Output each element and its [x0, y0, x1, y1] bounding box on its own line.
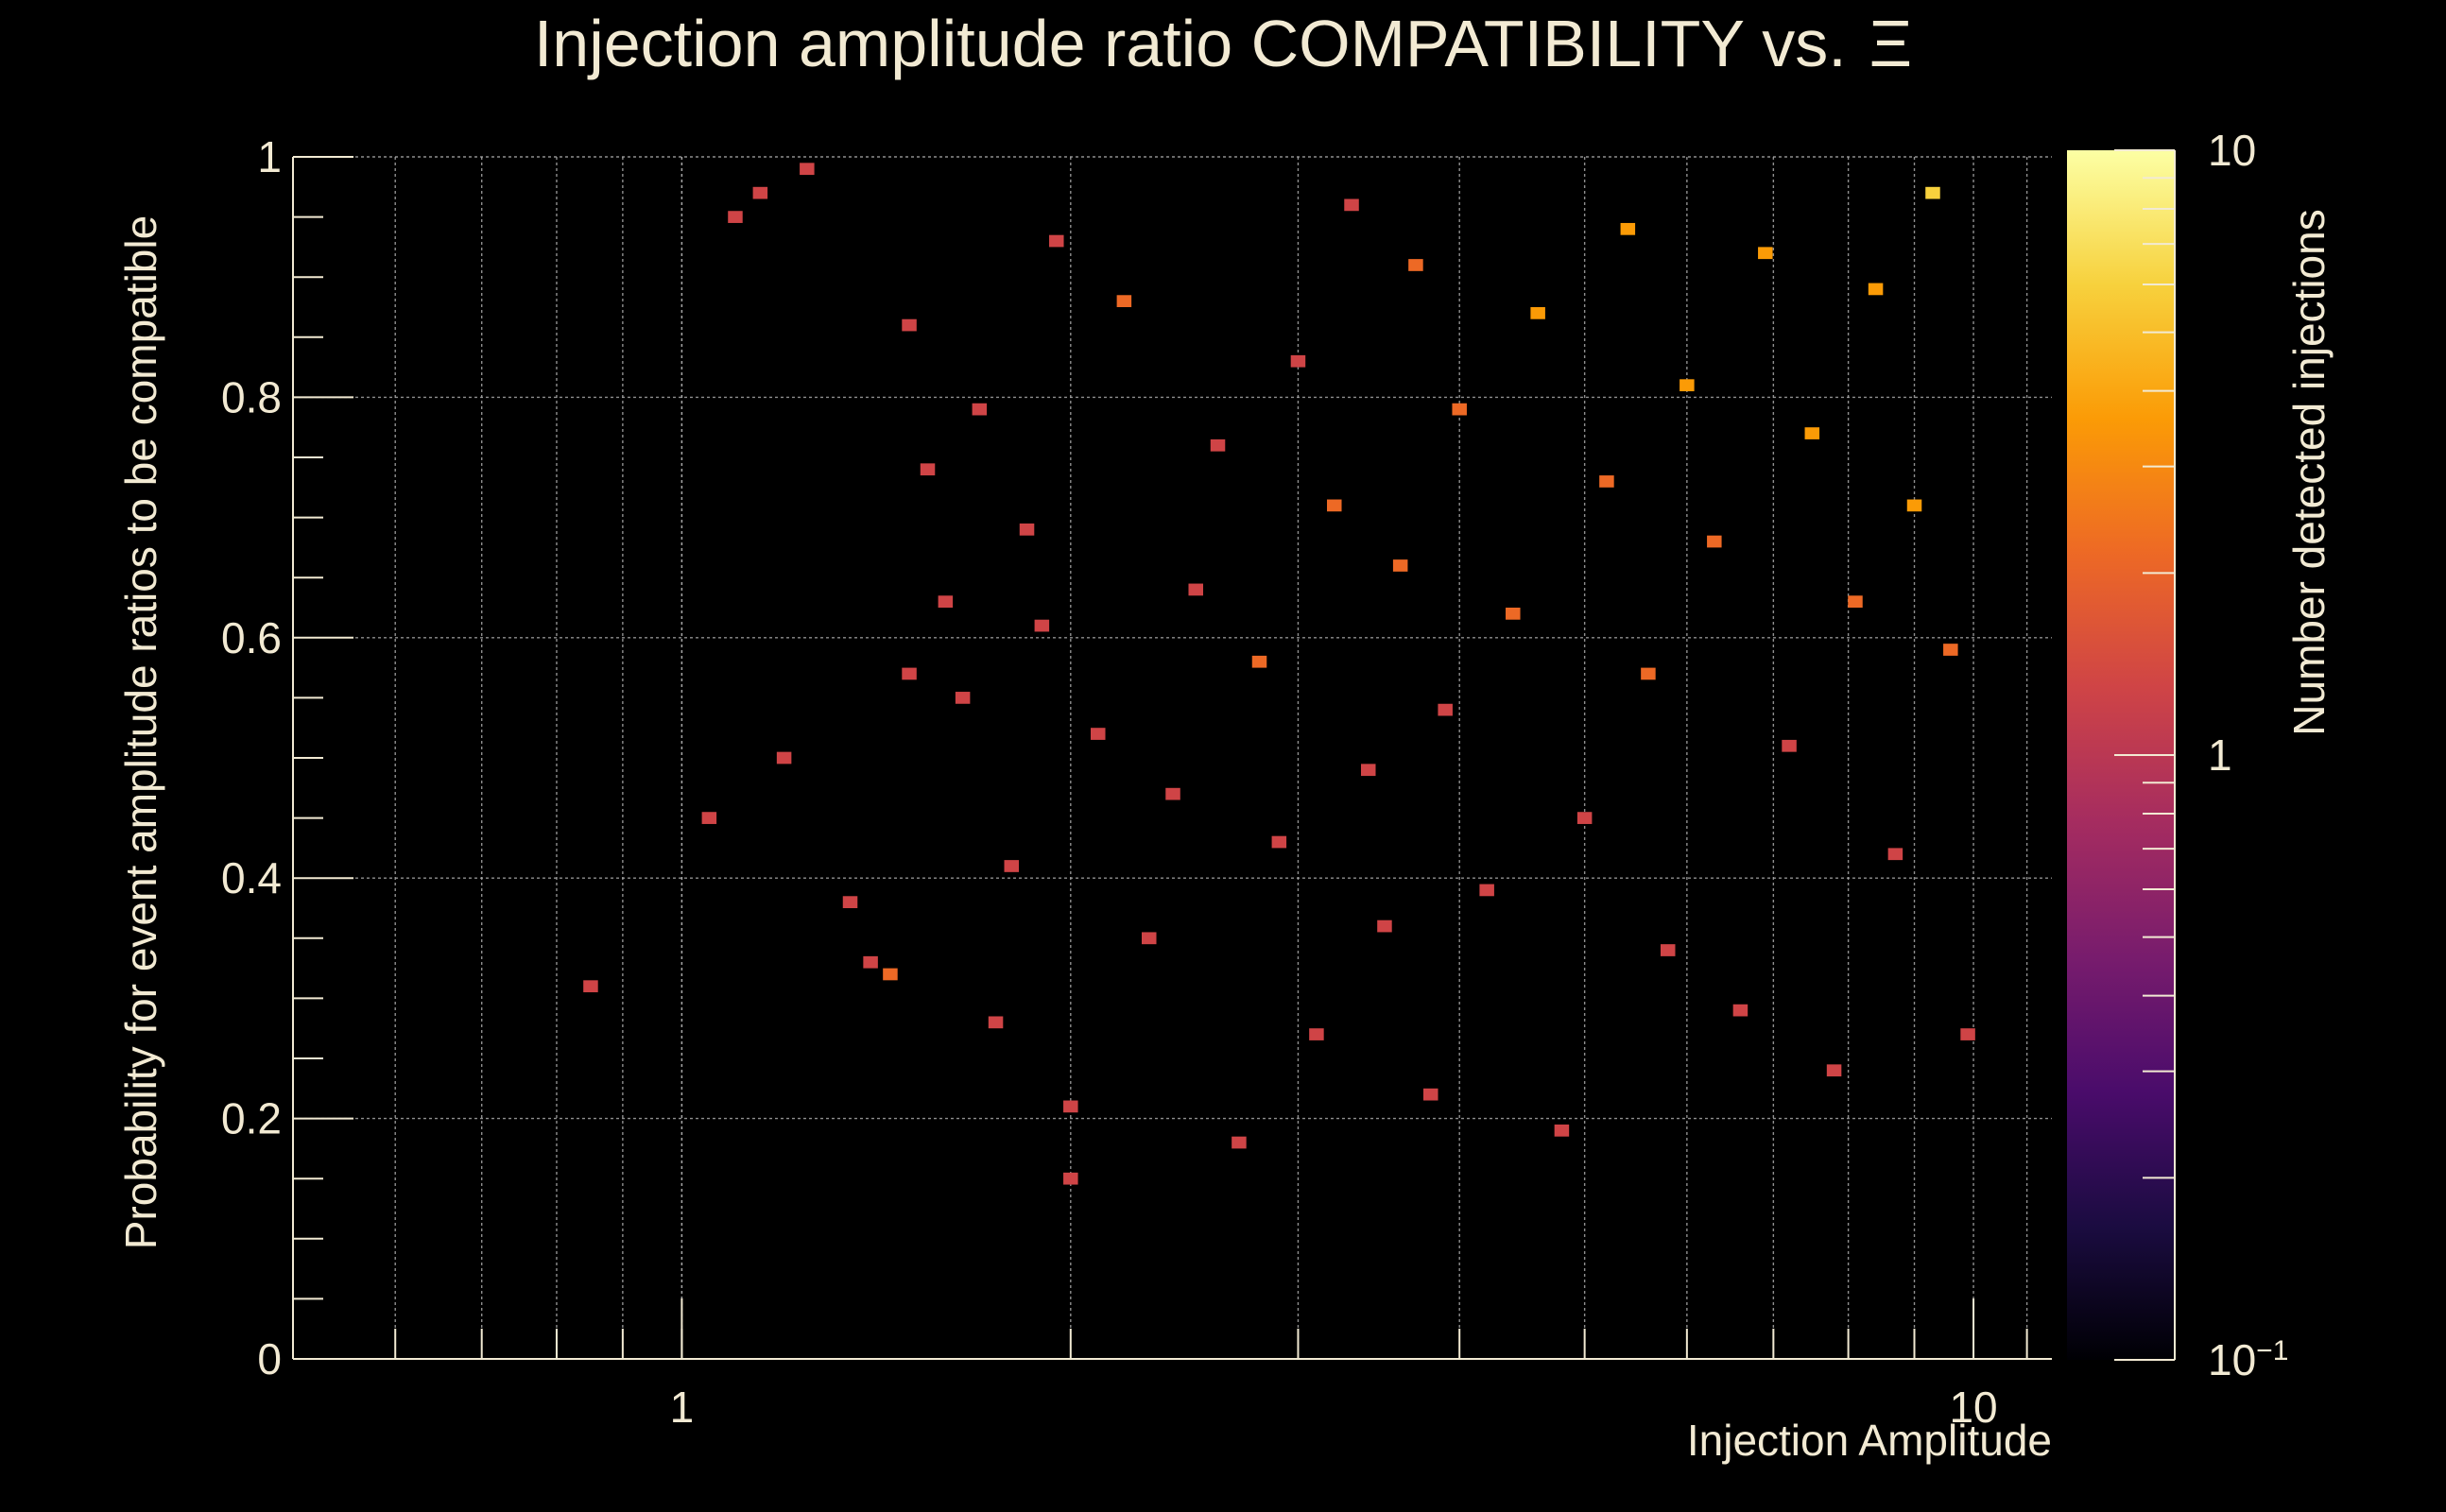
- heatmap-cell: [1063, 1100, 1078, 1113]
- heatmap-cell: [1804, 427, 1820, 439]
- x-axis-ticks: 1 10: [394, 1298, 2028, 1432]
- colorbar-tick-label: 10: [2208, 126, 2256, 175]
- heatmap-cell: [1848, 595, 1863, 608]
- heatmap-cell: [920, 463, 936, 476]
- heatmap-cell: [1906, 499, 1922, 512]
- heatmap-cell: [1019, 523, 1035, 536]
- heatmap-cell: [1530, 307, 1545, 319]
- heatmap-cell: [776, 751, 792, 765]
- heatmap-cell: [1620, 222, 1636, 235]
- heatmap-cell: [1408, 259, 1423, 271]
- heatmap-cell: [902, 667, 917, 680]
- chart-title-text: Injection amplitude ratio COMPATIBILITY …: [534, 7, 1847, 80]
- heatmap-cell: [1210, 438, 1226, 452]
- heatmap-cell: [1452, 403, 1467, 416]
- colorbar-ticks: 10 1 10−1: [2114, 126, 2288, 1384]
- heatmap-cell: [583, 980, 598, 993]
- heatmap-cell: [1344, 198, 1359, 212]
- heatmap-cell: [955, 692, 971, 704]
- heatmap-cell: [1251, 655, 1267, 668]
- heatmap-cell: [752, 186, 768, 199]
- y-tick-label: 0: [257, 1334, 282, 1383]
- heatmap-cell: [842, 896, 858, 908]
- heatmap-cell: [1868, 283, 1884, 296]
- heatmap-cell: [1290, 354, 1306, 368]
- heatmap-cell: [1479, 884, 1494, 897]
- y-tick-label: 0.8: [221, 372, 282, 421]
- y-tick-label: 0.2: [221, 1094, 282, 1143]
- heatmap-cell: [1826, 1064, 1842, 1077]
- heatmap-cell: [701, 812, 717, 824]
- heatmap-cell: [1034, 619, 1050, 632]
- heatmap-cell: [1063, 1172, 1078, 1185]
- heatmap-cell: [1707, 535, 1722, 548]
- y-axis-ticks: 0 0.2 0.4 0.6 0.8 1: [221, 132, 353, 1383]
- heatmap-cell: [1049, 234, 1064, 248]
- heatmap-cell: [863, 955, 878, 969]
- heatmap-cell: [1960, 1028, 1975, 1040]
- heatmap-cell: [902, 318, 917, 332]
- x-tick-label: 10: [1949, 1383, 1997, 1432]
- colorbar-label: Number detected injections: [2284, 209, 2334, 735]
- heatmap-cells: [583, 163, 1975, 1185]
- heatmap-cell: [1165, 787, 1180, 800]
- heatmap-cell: [1116, 295, 1132, 307]
- heatmap-cell: [1188, 583, 1203, 596]
- heatmap-cell: [1782, 739, 1797, 752]
- y-axis-label: Probability for event amplitude ratios t…: [116, 215, 165, 1249]
- x-axis-label: Injection Amplitude: [1687, 1416, 2052, 1465]
- y-tick-label: 0.6: [221, 613, 282, 662]
- heatmap-cell: [1679, 379, 1695, 392]
- chart-title-symbol: Ξ: [1869, 7, 1913, 80]
- heatmap-cell: [883, 968, 898, 981]
- heatmap-cell: [1438, 703, 1453, 716]
- heatmap-cell: [938, 595, 954, 608]
- heatmap-cell: [1142, 932, 1157, 945]
- heatmap-cell: [1660, 944, 1676, 956]
- y-tick-label: 1: [257, 132, 282, 181]
- colorbar-tick-label: 10−1: [2208, 1335, 2288, 1384]
- heatmap-cell: [1377, 919, 1392, 933]
- heatmap-cell: [1758, 247, 1773, 260]
- heatmap-cell: [1576, 812, 1593, 824]
- heatmap-cell: [1732, 1004, 1748, 1017]
- heatmap-cell: [1943, 644, 1958, 656]
- heatmap-cell: [1309, 1028, 1324, 1040]
- heatmap-cell: [972, 403, 988, 416]
- heatmap-cell: [1423, 1088, 1438, 1101]
- chart-title: Injection amplitude ratio COMPATIBILITY …: [534, 7, 1912, 80]
- heatmap-cell: [728, 211, 743, 223]
- heatmap-cell: [1887, 848, 1903, 861]
- heatmap-cell: [1554, 1124, 1570, 1137]
- heatmap-cell: [1271, 835, 1287, 849]
- heatmap-cell: [1641, 667, 1656, 680]
- heatmap-cell: [1327, 499, 1342, 512]
- heatmap-cell: [1004, 860, 1020, 872]
- heatmap-cell: [1360, 764, 1376, 777]
- heatmap-cell: [1506, 608, 1521, 620]
- heatmap-cell: [1232, 1136, 1247, 1149]
- heatmap-cell: [988, 1016, 1004, 1029]
- y-tick-label: 0.4: [221, 853, 282, 902]
- heatmap-cell: [1091, 728, 1106, 740]
- x-tick-label: 1: [670, 1383, 695, 1432]
- heatmap-cell: [1925, 186, 1940, 199]
- heatmap-cell: [1392, 559, 1408, 572]
- colorbar-tick-label: 1: [2208, 730, 2232, 780]
- heatmap-cell: [1599, 475, 1614, 488]
- heatmap-cell: [800, 163, 815, 176]
